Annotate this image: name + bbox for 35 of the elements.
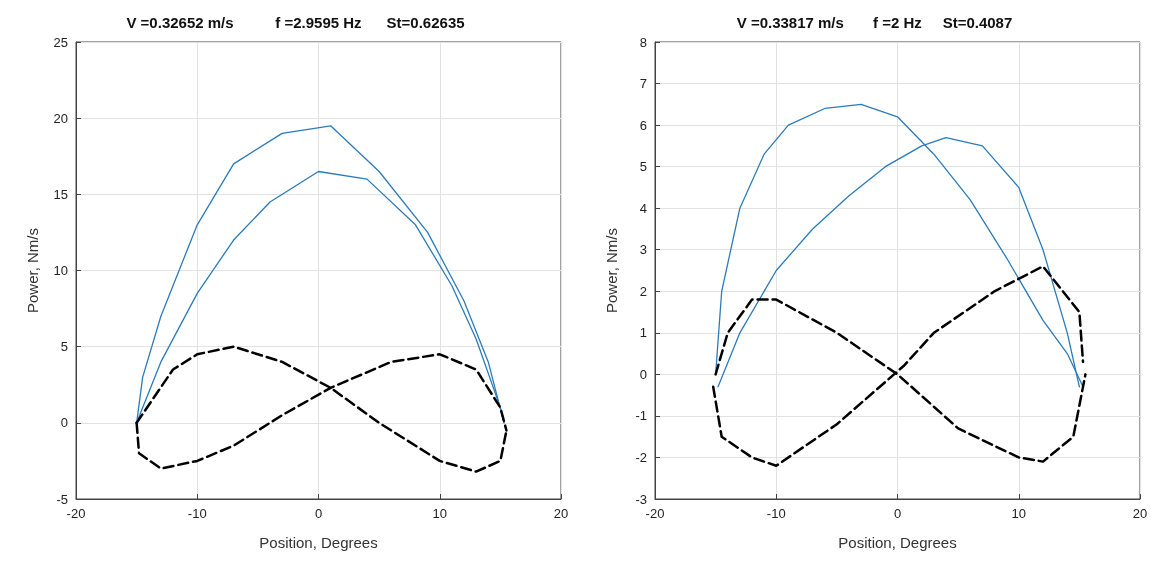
y-tick-label: 2	[639, 283, 647, 299]
y-tick-label: 1	[639, 325, 647, 341]
x-tick-label: 10	[432, 506, 447, 521]
y-tick-label: 5	[60, 339, 68, 355]
y-tick-label: -3	[635, 491, 647, 507]
y-tick-label: -1	[635, 408, 647, 424]
y-tick-label: 7	[639, 76, 647, 92]
y-tick-label: 10	[53, 263, 68, 278]
y-tick-label: 8	[639, 34, 647, 50]
y-tick-label: 6	[639, 117, 647, 133]
x-tick-label: 20	[1132, 506, 1148, 521]
y-tick-label: 0	[639, 366, 647, 382]
x-tick-label: -10	[766, 506, 786, 521]
y-tick-label: 4	[639, 200, 647, 216]
x-tick-label: 0	[314, 506, 323, 521]
x-tick-label: -10	[187, 506, 207, 521]
y-tick-label: 20	[53, 110, 68, 126]
y-tick-label: 5	[639, 159, 647, 175]
y-tick-label: 15	[53, 186, 68, 202]
y-tick-label: -5	[56, 491, 68, 507]
x-tick-label: 0	[893, 506, 902, 521]
y-tick-label: 3	[639, 242, 647, 258]
chart-title: V =0.32652 m/s f =2.9595 Hz St=0.62635	[126, 14, 465, 31]
y-axis-title: Power, Nm/s	[603, 227, 620, 314]
x-axis-title: Position, Degrees	[838, 534, 957, 551]
y-tick-label: 25	[53, 34, 68, 50]
x-tick-label: -20	[645, 506, 665, 521]
x-tick-label: 20	[553, 506, 569, 521]
y-tick-label: -2	[635, 449, 647, 465]
y-axis-title: Power, Nm/s	[24, 227, 41, 314]
x-tick-label: 10	[1011, 506, 1026, 521]
x-axis-title: Position, Degrees	[259, 534, 378, 551]
chart-title: V =0.33817 m/s f =2 Hz St=0.4087	[736, 14, 1013, 31]
x-tick-label: -20	[66, 506, 86, 521]
y-tick-label: 0	[60, 415, 68, 431]
